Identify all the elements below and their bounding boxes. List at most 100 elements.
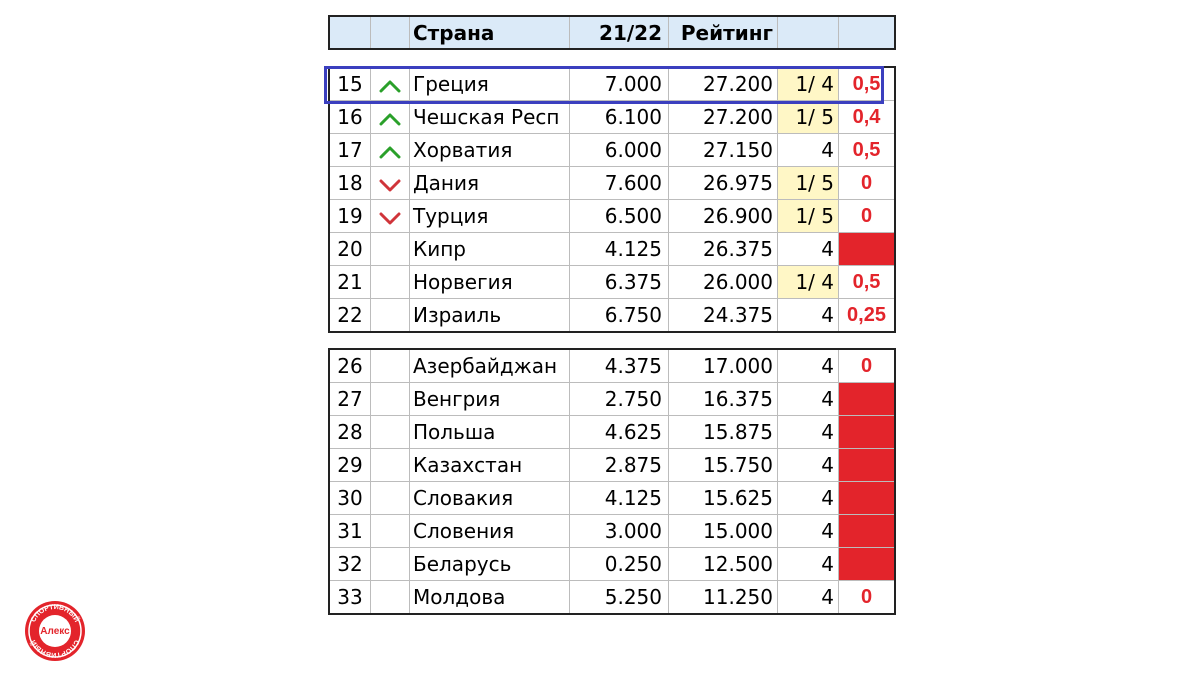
country-cell: Азербайджан (409, 348, 570, 383)
season-score-cell: 4.625 (569, 415, 669, 449)
table-row: 29 Казахстан 2.875 15.750 4 (328, 448, 896, 482)
ranking-table-top: 15 Греция 7.000 27.200 1/ 4 0,5 16 Чешская Респ… (328, 66, 896, 333)
season-score-cell: 3.000 (569, 514, 669, 548)
rating-cell: 17.000 (668, 348, 778, 383)
pos-cell: 4 (777, 547, 839, 581)
season-score-cell: 6.100 (569, 100, 669, 134)
country-cell: Беларусь (409, 547, 570, 581)
trend-cell (370, 348, 410, 383)
table-row: 20 Кипр 4.125 26.375 4 (328, 232, 896, 266)
red-flag-cell (838, 448, 896, 482)
table-row: 30 Словакия 4.125 15.625 4 (328, 481, 896, 515)
table-row: 33 Молдова 5.250 11.250 4 0 (328, 580, 896, 615)
trend-cell (370, 133, 410, 167)
season-score-cell: 7.000 (569, 66, 669, 101)
rating-cell: 26.900 (668, 199, 778, 233)
trend-cell (370, 199, 410, 233)
trend-down-icon (379, 212, 401, 224)
pos-cell: 4 (777, 298, 839, 333)
season-score-cell: 6.000 (569, 133, 669, 167)
bonus-cell: 0,5 (838, 66, 896, 101)
rating-cell: 15.625 (668, 481, 778, 515)
pos-cell: 1/ 4 (777, 265, 839, 299)
rank-cell: 19 (328, 199, 371, 233)
country-cell: Казахстан (409, 448, 570, 482)
pos-cell: 4 (777, 481, 839, 515)
red-flag-cell (838, 514, 896, 548)
season-score-cell: 6.750 (569, 298, 669, 333)
rating-cell: 11.250 (668, 580, 778, 615)
pos-cell: 4 (777, 348, 839, 383)
rank-cell: 27 (328, 382, 371, 416)
country-cell: Дания (409, 166, 570, 200)
pos-cell: 4 (777, 133, 839, 167)
rating-cell: 15.000 (668, 514, 778, 548)
season-score-cell: 6.375 (569, 265, 669, 299)
season-score-cell: 4.125 (569, 481, 669, 515)
rating-cell: 27.200 (668, 100, 778, 134)
bonus-cell: 0 (838, 199, 896, 233)
country-cell: Словения (409, 514, 570, 548)
season-score-cell: 4.375 (569, 348, 669, 383)
table-row: 21 Норвегия 6.375 26.000 1/ 4 0,5 (328, 265, 896, 299)
pos-cell: 1/ 5 (777, 100, 839, 134)
pos-cell: 1/ 5 (777, 199, 839, 233)
pos-cell: 4 (777, 232, 839, 266)
pos-cell: 4 (777, 448, 839, 482)
rating-cell: 24.375 (668, 298, 778, 333)
trend-cell (370, 580, 410, 615)
rank-cell: 21 (328, 265, 371, 299)
pos-cell: 4 (777, 580, 839, 615)
rating-cell: 16.375 (668, 382, 778, 416)
red-flag-cell (838, 415, 896, 449)
rank-cell: 15 (328, 66, 371, 101)
country-cell: Польша (409, 415, 570, 449)
rating-cell: 26.975 (668, 166, 778, 200)
table-row: 26 Азербайджан 4.375 17.000 4 0 (328, 348, 896, 383)
red-flag-cell (838, 232, 896, 266)
rank-cell: 30 (328, 481, 371, 515)
svg-text:Алекс: Алекс (40, 626, 70, 637)
rating-cell: 26.000 (668, 265, 778, 299)
header-table: Страна 21/22 Рейтинг (328, 15, 896, 50)
table-row: 32 Беларусь 0.250 12.500 4 (328, 547, 896, 581)
trend-cell (370, 66, 410, 101)
season-score-cell: 7.600 (569, 166, 669, 200)
country-cell: Чешская Респ (409, 100, 570, 134)
header-extra-cell (838, 15, 896, 50)
country-cell: Кипр (409, 232, 570, 266)
rank-cell: 32 (328, 547, 371, 581)
table-row: 17 Хорватия 6.000 27.150 4 0,5 (328, 133, 896, 167)
rank-cell: 29 (328, 448, 371, 482)
bonus-cell: 0 (838, 348, 896, 383)
rating-cell: 27.150 (668, 133, 778, 167)
red-flag-cell (838, 481, 896, 515)
country-cell: Турция (409, 199, 570, 233)
trend-cell (370, 100, 410, 134)
season-score-cell: 0.250 (569, 547, 669, 581)
header-trend-cell (370, 15, 410, 50)
trend-cell (370, 415, 410, 449)
country-cell: Израиль (409, 298, 570, 333)
country-cell: Греция (409, 66, 570, 101)
pos-cell: 1/ 4 (777, 66, 839, 101)
bonus-cell: 0 (838, 166, 896, 200)
rank-cell: 33 (328, 580, 371, 615)
bonus-cell: 0,5 (838, 265, 896, 299)
season-score-cell: 6.500 (569, 199, 669, 233)
season-score-cell: 2.875 (569, 448, 669, 482)
rank-cell: 17 (328, 133, 371, 167)
header-season: 21/22 (569, 15, 669, 50)
header-row: Страна 21/22 Рейтинг (328, 15, 896, 50)
pos-cell: 4 (777, 382, 839, 416)
table-row: 31 Словения 3.000 15.000 4 (328, 514, 896, 548)
alex-sport-logo-icon: СПОРТИВНЫЙ СПОРТИВНЫЙ Алекс (25, 601, 85, 661)
rating-cell: 27.200 (668, 66, 778, 101)
season-score-cell: 4.125 (569, 232, 669, 266)
country-cell: Норвегия (409, 265, 570, 299)
rank-cell: 28 (328, 415, 371, 449)
header-country: Страна (409, 15, 570, 50)
trend-up-icon (379, 113, 401, 125)
rank-cell: 26 (328, 348, 371, 383)
